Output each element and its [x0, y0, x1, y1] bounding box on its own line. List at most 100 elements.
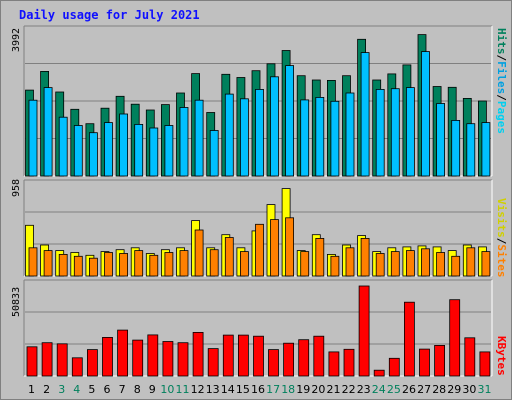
kbytes-bar-22: [343, 348, 355, 377]
sites-bar-31: [481, 251, 491, 277]
x-tick-label-27: 27: [417, 383, 431, 396]
x-tick-label-5: 5: [88, 383, 95, 396]
sites-bar-13: [209, 249, 219, 277]
files-bar-30: [466, 123, 476, 177]
sites-bar-22: [345, 247, 355, 277]
chart-title: Daily usage for July 2021: [19, 8, 200, 22]
sites-bar-5: [89, 257, 98, 277]
kbytes-bar-6: [102, 336, 113, 377]
x-tick-label-4: 4: [73, 383, 80, 396]
files-bar-8: [134, 124, 144, 177]
kbytes-bar-13: [207, 348, 219, 377]
sites-bar-23: [360, 237, 370, 277]
x-tick-label-6: 6: [104, 383, 111, 396]
files-bar-27: [421, 51, 430, 177]
sites-bar-27: [421, 248, 430, 277]
sites-bar-29: [451, 255, 461, 277]
x-tick-label-28: 28: [432, 383, 446, 396]
kbytes-bar-23: [358, 285, 370, 377]
kbytes-bar-20: [313, 335, 325, 377]
x-tick-label-25: 25: [387, 383, 401, 396]
x-tick-label-7: 7: [119, 383, 126, 396]
files-bar-11: [179, 107, 189, 177]
x-tick-label-14: 14: [221, 383, 235, 396]
kbytes-bar-18: [283, 342, 295, 377]
files-bar-3: [58, 116, 68, 177]
x-tick-label-29: 29: [447, 383, 461, 396]
x-tick-label-8: 8: [134, 383, 141, 396]
x-tick-label-20: 20: [311, 383, 325, 396]
sites-bar-14: [224, 237, 234, 277]
kbytes-bar-4: [71, 357, 83, 377]
sites-bar-11: [179, 250, 189, 277]
x-tick-label-15: 15: [236, 383, 250, 396]
x-tick-label-18: 18: [281, 383, 295, 396]
files-bar-10: [164, 125, 174, 177]
files-bar-26: [405, 87, 415, 177]
sites-bar-17: [270, 219, 279, 277]
files-bar-28: [436, 103, 446, 177]
files-bar-29: [451, 120, 461, 177]
sites-bar-20: [315, 237, 325, 277]
sites-bar-24: [375, 253, 385, 277]
sites-bar-26: [405, 250, 415, 277]
x-tick-label-12: 12: [191, 383, 205, 396]
files-bar-16: [255, 89, 264, 177]
kbytes-bar-27: [419, 348, 430, 377]
sites-bar-3: [58, 253, 68, 277]
sites-bar-2: [43, 250, 53, 277]
x-tick-label-24: 24: [372, 383, 386, 396]
x-tick-label-13: 13: [206, 383, 220, 396]
files-bar-22: [345, 92, 355, 177]
kbytes-bar-17: [268, 349, 279, 377]
files-bar-13: [209, 130, 219, 177]
kbytes-bar-31: [479, 351, 491, 377]
x-tick-label-22: 22: [342, 383, 356, 396]
kbytes-bar-10: [162, 341, 174, 377]
sites-bar-4: [73, 255, 83, 277]
files-bar-17: [270, 76, 279, 177]
kbytes-bar-3: [56, 343, 68, 377]
kbytes-bar-11: [177, 342, 189, 377]
files-bar-19: [300, 99, 310, 177]
kbytes-bar-29: [449, 299, 461, 377]
files-bar-1: [28, 99, 38, 177]
files-bar-9: [149, 127, 159, 177]
files-bar-24: [375, 89, 385, 177]
kbytes-bar-8: [132, 339, 144, 377]
sites-bar-18: [285, 217, 295, 277]
files-bar-5: [89, 132, 98, 177]
files-bar-25: [390, 88, 400, 177]
kbytes-bar-30: [464, 337, 476, 377]
kbytes-bar-25: [388, 357, 400, 377]
kbytes-bar-24: [373, 369, 385, 377]
kbytes-bar-7: [117, 329, 128, 377]
x-tick-label-1: 1: [28, 383, 35, 396]
x-tick-label-31: 31: [478, 383, 492, 396]
x-tick-label-2: 2: [43, 383, 50, 396]
files-bar-21: [330, 100, 340, 177]
sites-bar-15: [239, 251, 249, 277]
sites-bar-10: [164, 252, 174, 277]
x-tick-label-19: 19: [296, 383, 310, 396]
sites-bar-28: [436, 252, 446, 277]
sites-bar-25: [390, 251, 400, 277]
sites-bar-12: [194, 229, 204, 277]
files-bar-4: [73, 125, 83, 177]
files-bar-31: [481, 122, 491, 177]
x-tick-label-11: 11: [176, 383, 190, 396]
sites-bar-9: [149, 254, 159, 277]
sites-bar-30: [466, 247, 476, 277]
kbytes-bar-16: [253, 335, 264, 377]
files-bar-6: [104, 122, 113, 177]
sites-bar-16: [255, 223, 264, 277]
x-tick-label-9: 9: [149, 383, 156, 396]
sites-bar-8: [134, 250, 144, 277]
sites-bar-7: [119, 253, 128, 277]
files-bar-18: [285, 65, 295, 177]
x-tick-label-23: 23: [357, 383, 371, 396]
kbytes-bar-1: [26, 346, 38, 377]
x-tick-label-3: 3: [58, 383, 65, 396]
sites-bar-6: [104, 252, 113, 277]
